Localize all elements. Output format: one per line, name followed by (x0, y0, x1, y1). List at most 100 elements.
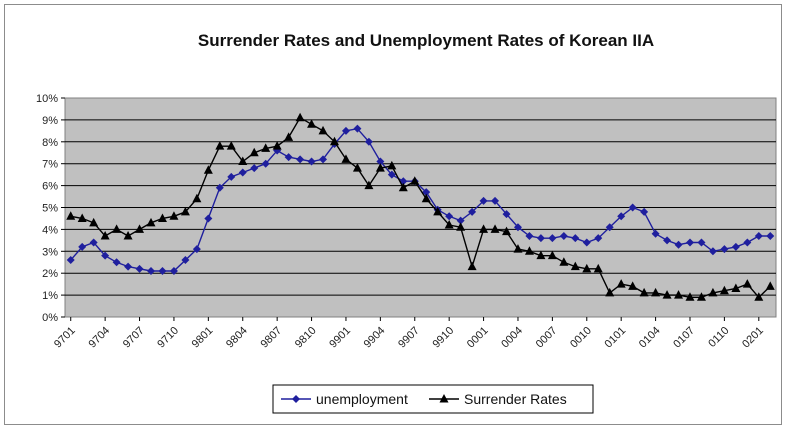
data-point (261, 143, 271, 152)
data-point (582, 238, 591, 247)
data-point (203, 165, 213, 174)
series-layer (66, 112, 775, 301)
y-tick-label: 6% (42, 181, 58, 193)
y-tick-label: 1% (42, 290, 58, 302)
legend-label: Surrender Rates (464, 391, 567, 407)
x-tick-label: 9907 (396, 325, 422, 351)
data-point (387, 160, 397, 170)
x-tick-label: 0001 (465, 325, 491, 351)
data-point (766, 231, 775, 240)
data-point (617, 212, 626, 221)
data-point (66, 256, 75, 265)
data-point (720, 245, 729, 254)
data-point (421, 193, 431, 203)
data-point (192, 245, 201, 254)
data-point (502, 210, 511, 219)
data-point (708, 287, 718, 297)
data-point (352, 163, 362, 172)
data-point (616, 279, 626, 288)
data-point (284, 132, 294, 141)
data-point (398, 182, 408, 192)
chart-frame: Surrender Rates and Unemployment Rates o… (4, 4, 782, 425)
x-tick-label: 9701 (52, 325, 78, 351)
data-point (295, 112, 305, 122)
data-point (410, 176, 420, 185)
data-point (238, 156, 248, 166)
y-tick-label: 0% (42, 312, 58, 324)
x-tick-label: 9707 (121, 325, 147, 351)
data-point (513, 223, 522, 232)
data-point (89, 217, 99, 227)
x-tick-label: 0107 (671, 325, 697, 351)
data-point (685, 238, 694, 247)
x-tick-label: 9704 (86, 325, 112, 351)
y-tick-label: 2% (42, 268, 58, 280)
data-point (180, 206, 190, 216)
data-point (272, 141, 282, 150)
data-point (135, 224, 145, 233)
data-point (547, 250, 557, 260)
data-point (663, 236, 672, 245)
data-point (135, 264, 144, 273)
data-point (124, 262, 133, 271)
data-point (742, 279, 752, 288)
x-tick-label: 0010 (568, 325, 594, 351)
data-point (112, 258, 121, 267)
data-point (445, 212, 454, 221)
data-point (754, 292, 764, 301)
data-point (754, 231, 763, 240)
x-axis: 9701 9704 9707 9710 9801 9804 9807 9810 9901 9904… (52, 317, 766, 350)
legend-items: unemployment Surrender Rates (281, 391, 567, 407)
chart-title: Surrender Rates and Unemployment Rates o… (198, 31, 654, 50)
data-point (77, 213, 87, 222)
data-point (479, 196, 488, 205)
data-point (78, 242, 87, 251)
data-point (215, 183, 224, 192)
data-point (307, 157, 316, 166)
data-point (181, 256, 190, 265)
data-point (571, 234, 580, 243)
data-point (192, 193, 202, 203)
data-point (570, 261, 580, 271)
x-tick-label: 9901 (327, 325, 353, 351)
data-point (364, 180, 374, 190)
data-point (66, 211, 76, 220)
data-point (490, 224, 500, 233)
data-point (651, 229, 660, 238)
data-point (513, 244, 523, 253)
data-point (422, 188, 431, 197)
data-point (387, 170, 396, 179)
data-point (238, 168, 247, 177)
x-tick-label: 0007 (534, 325, 560, 351)
data-point (100, 230, 110, 240)
data-point (662, 290, 672, 299)
legend-marker (292, 395, 300, 403)
data-point (605, 287, 615, 297)
data-point (296, 155, 305, 164)
data-point (593, 263, 603, 273)
x-tick-label: 9910 (430, 325, 456, 351)
data-point (456, 216, 465, 225)
data-point (158, 267, 167, 276)
data-point (146, 217, 156, 227)
data-point (319, 155, 328, 164)
data-point (765, 281, 775, 290)
legend-label: unemployment (316, 391, 408, 407)
x-tick-label: 9804 (224, 325, 250, 351)
data-point (353, 124, 362, 133)
data-point (491, 196, 500, 205)
data-point (249, 147, 259, 157)
series-unemployment (66, 124, 775, 276)
data-point (719, 285, 729, 295)
data-point (548, 234, 557, 243)
legend-marker (439, 394, 449, 403)
data-point (685, 292, 695, 301)
chart: Surrender Rates and Unemployment Rates o… (36, 31, 777, 414)
data-point (594, 234, 603, 243)
series-surrender-rates (66, 112, 775, 301)
data-point (536, 250, 546, 260)
data-point (250, 164, 259, 173)
y-tick-label: 4% (42, 224, 58, 236)
data-point (479, 224, 489, 233)
data-point (468, 207, 477, 216)
